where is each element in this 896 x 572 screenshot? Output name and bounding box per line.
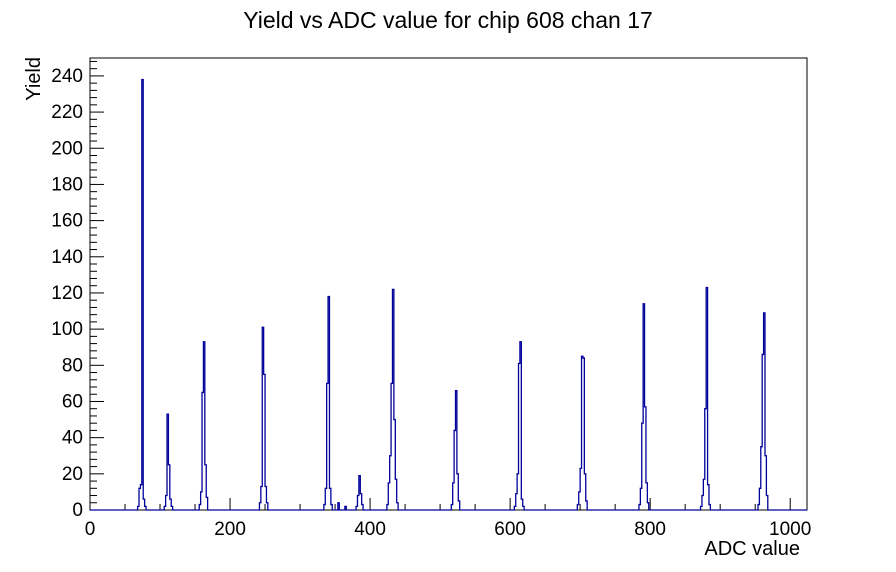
y-axis-tick-label: 0 <box>72 500 83 521</box>
y-axis-tick-label: 40 <box>62 428 83 449</box>
x-axis-tick-label: 1000 <box>769 519 811 540</box>
y-axis-tick-label: 60 <box>62 391 83 412</box>
y-axis-tick-label: 120 <box>51 283 83 304</box>
y-axis-tick-label: 180 <box>51 174 83 195</box>
plot-frame <box>89 57 808 511</box>
y-axis-tick-label: 140 <box>51 247 83 268</box>
x-axis-tick-label: 200 <box>214 519 246 540</box>
y-axis-tick-label: 20 <box>62 464 83 485</box>
x-axis-tick-label: 800 <box>634 519 666 540</box>
x-axis-tick-label: 400 <box>354 519 386 540</box>
x-axis-tick-label: 600 <box>494 519 526 540</box>
x-axis-title: ADC value <box>704 538 800 560</box>
y-axis-tick-label: 80 <box>62 355 83 376</box>
y-axis-tick-label: 220 <box>51 102 83 123</box>
y-axis-tick-label: 160 <box>51 211 83 232</box>
y-axis-tick-label: 240 <box>51 66 83 87</box>
y-axis-title: Yield <box>23 57 45 101</box>
x-axis-tick-label: 0 <box>85 519 96 540</box>
histogram-line <box>90 78 807 511</box>
y-axis-tick-label: 200 <box>51 138 83 159</box>
y-axis-tick-label: 100 <box>51 319 83 340</box>
chart-title: Yield vs ADC value for chip 608 chan 17 <box>243 7 653 33</box>
